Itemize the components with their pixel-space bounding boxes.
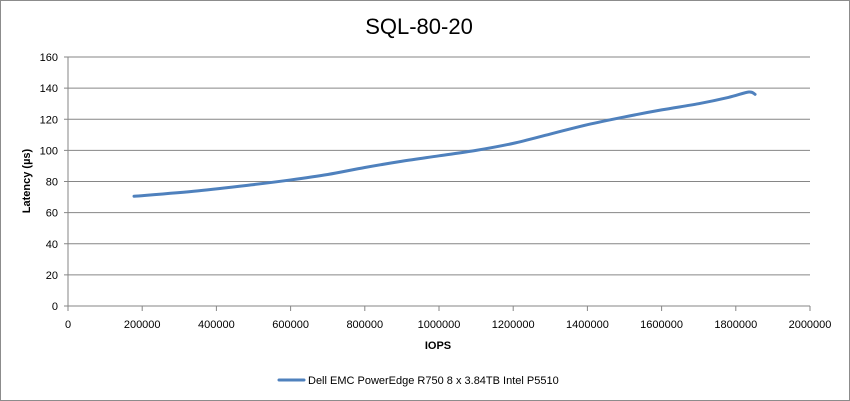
x-tick-label-4: 800000 — [346, 319, 383, 331]
y-tick-label-3: 60 — [46, 208, 58, 220]
x-tick-label-6: 1200000 — [492, 319, 535, 331]
x-tick-label-8: 1600000 — [640, 319, 683, 331]
x-tick-label-3: 600000 — [272, 319, 309, 331]
x-tick-label-9: 1800000 — [714, 319, 757, 331]
y-tick-label-5: 100 — [40, 145, 58, 157]
legend: Dell EMC PowerEdge R750 8 x 3.84TB Intel… — [277, 375, 559, 387]
grid-lines — [64, 56, 810, 307]
x-tick-label-2: 400000 — [198, 319, 235, 331]
y-tick-label-8: 160 — [40, 52, 58, 64]
y-tick-label-0: 0 — [52, 301, 58, 313]
y-tick-label-4: 80 — [46, 177, 58, 189]
y-tick-label-1: 20 — [46, 270, 58, 282]
x-tick-label-7: 1400000 — [566, 319, 609, 331]
y-tick-label-6: 120 — [40, 114, 58, 126]
x-tick-label-0: 0 — [65, 319, 71, 331]
x-axis-label: IOPS — [425, 340, 451, 352]
chart-title: SQL-80-20 — [365, 14, 473, 39]
y-tick-labels: 0 20 40 60 80 100 120 140 160 — [40, 52, 58, 313]
y-tick-label-2: 40 — [46, 239, 58, 251]
legend-label-0: Dell EMC PowerEdge R750 8 x 3.84TB Intel… — [308, 375, 559, 387]
x-tick-labels: 0 200000 400000 600000 800000 1000000 1200000 1… — [65, 319, 831, 331]
x-tick-label-5: 1000000 — [418, 319, 461, 331]
y-axis-label: Latency (µs) — [21, 148, 33, 213]
x-tick-label-10: 2000000 — [789, 319, 832, 331]
series-group — [132, 90, 757, 198]
series-line-0 — [132, 90, 757, 198]
x-tick-label-1: 200000 — [124, 319, 161, 331]
axes — [67, 57, 811, 311]
y-tick-label-7: 140 — [40, 83, 58, 95]
